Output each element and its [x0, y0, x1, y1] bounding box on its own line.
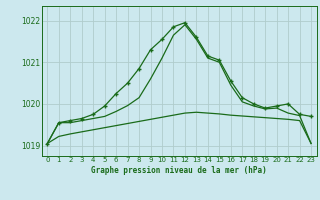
X-axis label: Graphe pression niveau de la mer (hPa): Graphe pression niveau de la mer (hPa)	[91, 166, 267, 175]
